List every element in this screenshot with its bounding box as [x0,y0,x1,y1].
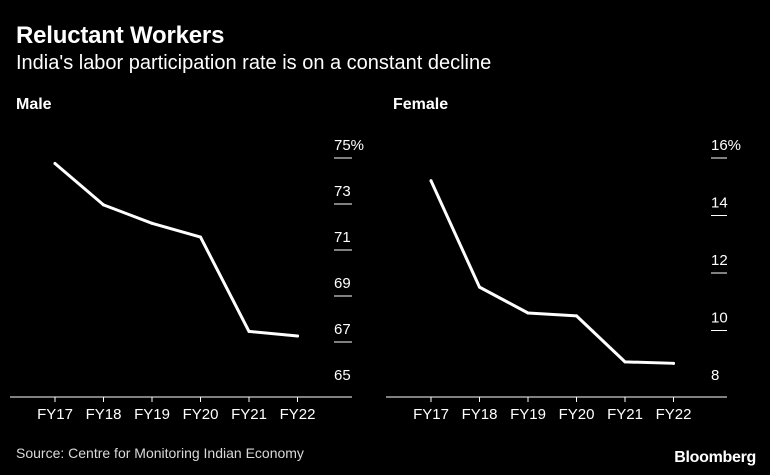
male-data-point [199,235,202,239]
female-data-point [575,314,578,318]
male-series-line [53,162,299,338]
male-x-tick-label: FY18 [86,406,122,423]
male-x-tick-label: FY17 [37,406,73,423]
female-data-point [623,360,627,364]
male-x-tick-label: FY20 [183,406,219,423]
male-data-point [102,203,105,207]
female-y-tick-label: 10 [711,310,728,327]
source-note: Source: Centre for Monitoring Indian Eco… [16,445,304,461]
female-series-line [429,179,675,365]
male-data-point [296,334,299,338]
male-y-tick-label: 65 [334,367,351,384]
male-panel-title: Male [16,96,52,113]
female-x-tick-label: FY21 [607,406,643,423]
female-y-tick-label: 12 [711,252,728,269]
male-x-tick-label: FY21 [231,406,267,423]
male-x-tick-label: FY19 [134,406,170,423]
female-y-tick-label: 14 [711,195,728,212]
male-y-tick-label: 71 [334,229,351,246]
male-y-tick-label: 75% [334,137,364,154]
male-data-point [53,162,57,165]
female-x-tick-label: FY22 [656,406,692,423]
male-y-tick-label: 69 [334,275,351,292]
female-y-tick-label: 8 [711,367,719,384]
female-panel-title: Female [393,96,449,113]
male-y-tick-label: 73 [334,183,351,200]
female-data-point [526,311,530,315]
female-data-point [429,179,433,183]
female-x-tick-label: FY18 [462,406,498,423]
male-data-point [247,329,251,333]
female-data-point [478,285,481,289]
female-x-tick-label: FY20 [559,406,595,423]
female-data-point [672,361,675,365]
female-y-tick-label: 16% [711,137,741,154]
male-x-tick-label: FY22 [280,406,316,423]
female-x-tick-label: FY17 [413,406,449,423]
bloomberg-logo: Bloomberg [674,449,756,466]
male-y-tick-label: 67 [334,321,351,338]
chart-title: Reluctant Workers [16,22,225,49]
chart-subtitle: India's labor participation rate is on a… [16,52,492,74]
male-data-point [150,221,154,225]
female-x-tick-label: FY19 [510,406,546,423]
